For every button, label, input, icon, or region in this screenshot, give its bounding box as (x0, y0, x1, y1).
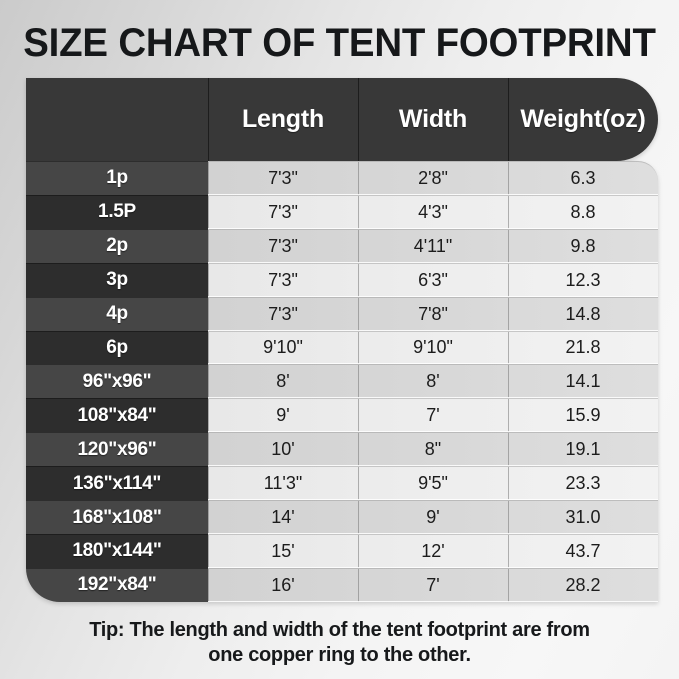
row-size-label: 2p (26, 228, 208, 263)
row-data-cells: 16' 7' 28.2 (208, 567, 658, 602)
row-size-label: 168"x108" (26, 500, 208, 534)
row-weight-cell: 19.1 (508, 433, 658, 467)
row-length-cell: 7'3" (208, 162, 358, 195)
header-cell-size (26, 78, 208, 161)
row-size-label: 6p (26, 330, 208, 365)
row-data-cells: 15' 12' 43.7 (208, 533, 658, 568)
header-cell-weight: Weight(oz) (508, 78, 658, 161)
row-weight-cell: 21.8 (508, 331, 658, 365)
row-size-label: 180"x144" (26, 533, 208, 568)
row-width-cell: 4'3" (358, 195, 508, 229)
table-row: 168"x108" 14' 9' 31.0 (26, 500, 658, 534)
row-data-cells: 9' 7' 15.9 (208, 398, 658, 433)
row-weight-cell: 14.1 (508, 365, 658, 399)
row-weight-cell: 28.2 (508, 568, 658, 602)
size-chart-table: Length Width Weight(oz) 1p 7'3" 2'8" 6.3 1.5… (26, 78, 658, 602)
row-size-label: 192"x84" (26, 567, 208, 602)
row-data-cells: 11'3" 9'5" 23.3 (208, 466, 658, 501)
row-weight-cell: 15.9 (508, 399, 658, 433)
row-data-cells: 7'3" 4'3" 8.8 (208, 194, 658, 229)
row-size-label: 108"x84" (26, 398, 208, 433)
table-row: 192"x84" 16' 7' 28.2 (26, 567, 658, 602)
row-width-cell: 8" (358, 433, 508, 467)
tip-line-1: Tip: The length and width of the tent fo… (89, 619, 590, 641)
row-size-label: 120"x96" (26, 432, 208, 467)
table-row: 3p 7'3" 6'3" 12.3 (26, 262, 658, 297)
row-size-label: 4p (26, 296, 208, 331)
row-data-cells: 7'3" 4'11" 9.8 (208, 228, 658, 263)
tip-line-2: one copper ring to the other. (208, 644, 471, 666)
row-weight-cell: 6.3 (508, 162, 658, 195)
row-length-cell: 16' (208, 568, 358, 602)
row-width-cell: 6'3" (358, 263, 508, 297)
row-length-cell: 7'3" (208, 263, 358, 297)
row-weight-cell: 43.7 (508, 534, 658, 568)
table-row: 180"x144" 15' 12' 43.7 (26, 533, 658, 568)
row-length-cell: 9' (208, 399, 358, 433)
table-row: 136"x114" 11'3" 9'5" 23.3 (26, 466, 658, 501)
table-row: 1p 7'3" 2'8" 6.3 (26, 161, 658, 195)
row-data-cells: 7'3" 2'8" 6.3 (208, 161, 658, 195)
row-size-label: 1p (26, 161, 208, 195)
table-row: 2p 7'3" 4'11" 9.8 (26, 228, 658, 263)
row-length-cell: 15' (208, 534, 358, 568)
row-weight-cell: 14.8 (508, 297, 658, 331)
row-width-cell: 7' (358, 399, 508, 433)
table-body: 1p 7'3" 2'8" 6.3 1.5P 7'3" 4'3" 8.8 2p 7'3" 4'11" 9… (26, 161, 658, 602)
row-size-label: 96"x96" (26, 364, 208, 399)
row-width-cell: 9'5" (358, 467, 508, 500)
row-length-cell: 8' (208, 365, 358, 399)
table-row: 96"x96" 8' 8' 14.1 (26, 364, 658, 399)
tip-note: Tip: The length and width of the tent fo… (40, 618, 639, 668)
row-width-cell: 12' (358, 534, 508, 568)
row-length-cell: 7'3" (208, 195, 358, 229)
row-width-cell: 9' (358, 501, 508, 534)
row-data-cells: 14' 9' 31.0 (208, 500, 658, 534)
row-data-cells: 7'3" 7'8" 14.8 (208, 296, 658, 331)
row-length-cell: 11'3" (208, 467, 358, 500)
row-width-cell: 4'11" (358, 229, 508, 263)
row-width-cell: 8' (358, 365, 508, 399)
row-width-cell: 7' (358, 568, 508, 602)
row-data-cells: 9'10" 9'10" 21.8 (208, 330, 658, 365)
table-row: 4p 7'3" 7'8" 14.8 (26, 296, 658, 331)
table-row: 120"x96" 10' 8" 19.1 (26, 432, 658, 467)
row-data-cells: 7'3" 6'3" 12.3 (208, 262, 658, 297)
row-length-cell: 10' (208, 433, 358, 467)
header-cell-width: Width (358, 78, 508, 161)
row-data-cells: 8' 8' 14.1 (208, 364, 658, 399)
table-row: 6p 9'10" 9'10" 21.8 (26, 330, 658, 365)
table-header-row: Length Width Weight(oz) (26, 78, 658, 161)
row-size-label: 136"x114" (26, 466, 208, 501)
row-weight-cell: 31.0 (508, 501, 658, 534)
row-length-cell: 14' (208, 501, 358, 534)
row-length-cell: 7'3" (208, 297, 358, 331)
row-weight-cell: 12.3 (508, 263, 658, 297)
table-row: 108"x84" 9' 7' 15.9 (26, 398, 658, 433)
header-cell-length: Length (208, 78, 358, 161)
row-width-cell: 9'10" (358, 331, 508, 365)
row-width-cell: 7'8" (358, 297, 508, 331)
row-weight-cell: 8.8 (508, 195, 658, 229)
row-length-cell: 9'10" (208, 331, 358, 365)
row-length-cell: 7'3" (208, 229, 358, 263)
row-weight-cell: 23.3 (508, 467, 658, 500)
table-row: 1.5P 7'3" 4'3" 8.8 (26, 194, 658, 229)
page-title: SIZE CHART OF TENT FOOTPRINT (23, 21, 656, 65)
row-weight-cell: 9.8 (508, 229, 658, 263)
row-width-cell: 2'8" (358, 162, 508, 195)
row-size-label: 1.5P (26, 194, 208, 229)
row-data-cells: 10' 8" 19.1 (208, 432, 658, 467)
row-size-label: 3p (26, 262, 208, 297)
